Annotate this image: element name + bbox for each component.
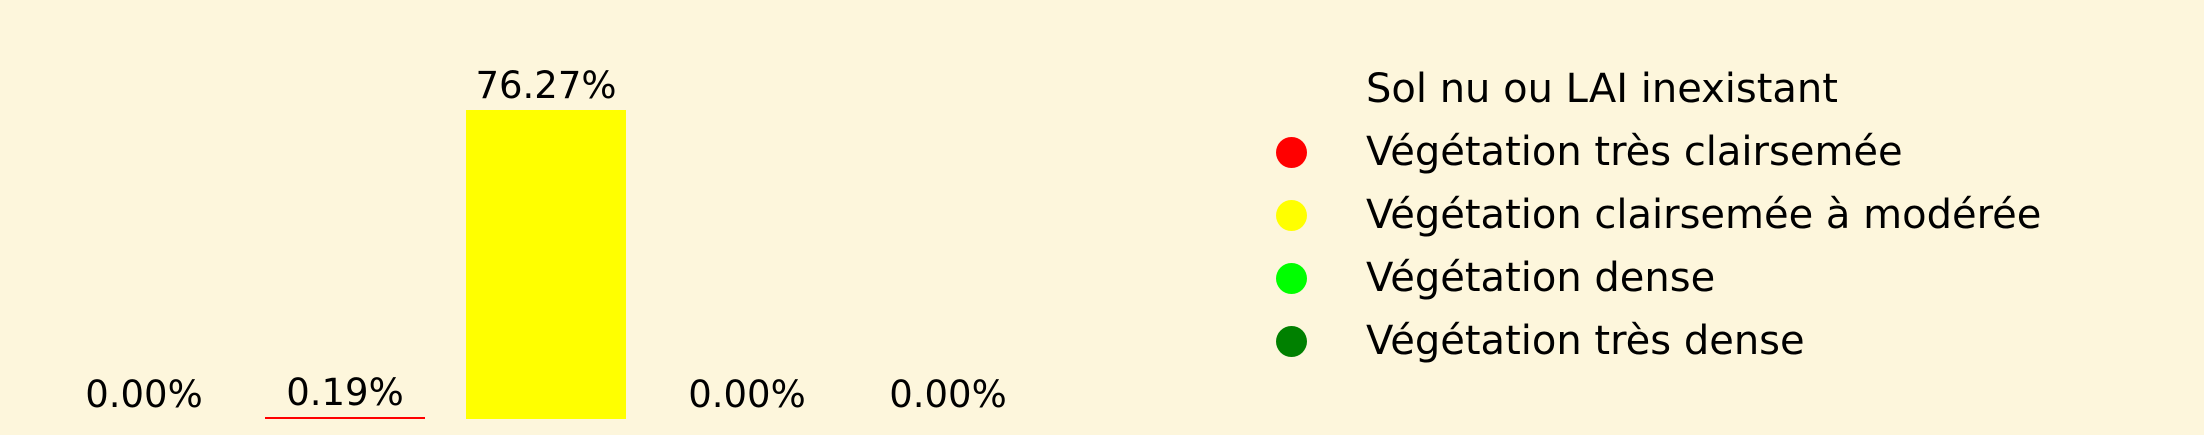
bar-value-label-3: 76.27% xyxy=(475,64,616,107)
legend-label-1: Sol nu ou LAI inexistant xyxy=(1366,66,1838,112)
bar-chart: 0.00% 0.19% 76.27% 0.00% 0.00% xyxy=(85,64,1007,419)
legend-marker-5 xyxy=(1276,326,1307,357)
legend-marker-4 xyxy=(1276,263,1307,294)
legend-marker-2 xyxy=(1276,137,1307,168)
legend-label-3: Végétation clairsemée à modérée xyxy=(1366,192,2042,238)
bar-3 xyxy=(466,110,626,419)
bar-2 xyxy=(265,417,425,419)
legend-marker-1 xyxy=(1276,74,1307,105)
bar-value-label-1: 0.00% xyxy=(85,373,203,416)
bar-value-label-2: 0.19% xyxy=(286,371,404,414)
bar-value-label-4: 0.00% xyxy=(688,373,806,416)
legend-marker-3 xyxy=(1276,200,1307,231)
legend-label-4: Végétation dense xyxy=(1366,255,1716,301)
bar-value-label-5: 0.00% xyxy=(889,373,1007,416)
legend-label-2: Végétation très clairsemée xyxy=(1366,129,1903,175)
legend-label-5: Végétation très dense xyxy=(1366,318,1805,364)
